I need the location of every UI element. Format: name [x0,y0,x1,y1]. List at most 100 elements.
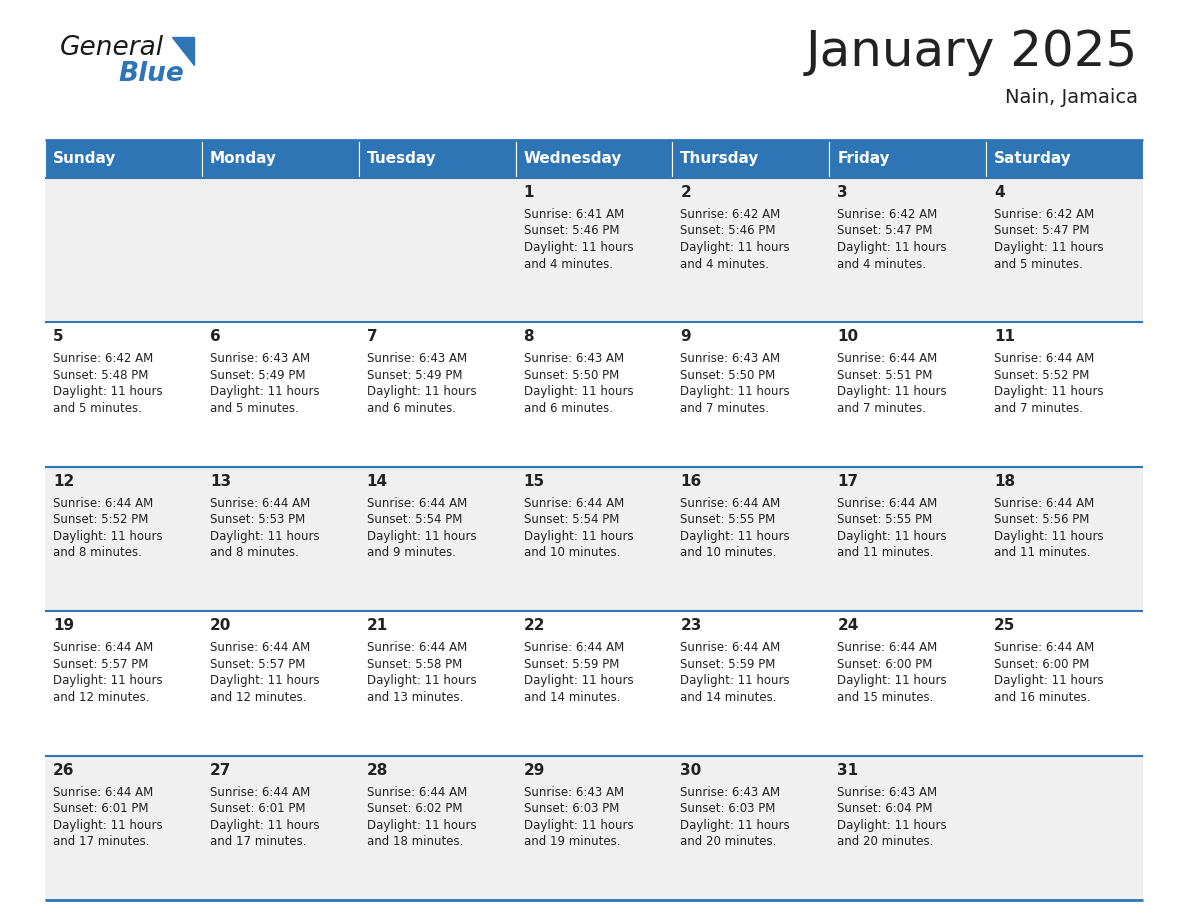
Text: Sunset: 5:49 PM: Sunset: 5:49 PM [210,369,305,382]
Text: and 10 minutes.: and 10 minutes. [524,546,620,559]
Text: 16: 16 [681,474,702,488]
Text: Sunrise: 6:44 AM: Sunrise: 6:44 AM [53,641,153,655]
Text: 13: 13 [210,474,230,488]
Text: Sunrise: 6:43 AM: Sunrise: 6:43 AM [524,353,624,365]
Bar [516,611,672,756]
Text: Daylight: 11 hours: Daylight: 11 hours [210,530,320,543]
Text: and 5 minutes.: and 5 minutes. [210,402,298,415]
Text: Sunset: 5:53 PM: Sunset: 5:53 PM [210,513,305,526]
Text: Sunrise: 6:44 AM: Sunrise: 6:44 AM [210,497,310,509]
Bar [359,322,516,466]
Bar [986,611,1143,756]
Text: Daylight: 11 hours: Daylight: 11 hours [524,674,633,688]
Text: Sunset: 5:54 PM: Sunset: 5:54 PM [524,513,619,526]
Bar [202,140,359,178]
Bar [672,140,829,178]
Text: and 11 minutes.: and 11 minutes. [994,546,1091,559]
Text: Daylight: 11 hours: Daylight: 11 hours [681,674,790,688]
Text: and 14 minutes.: and 14 minutes. [681,690,777,704]
Bar [516,466,672,611]
Text: Daylight: 11 hours: Daylight: 11 hours [838,819,947,832]
Text: Sunset: 6:03 PM: Sunset: 6:03 PM [524,802,619,815]
Text: Daylight: 11 hours: Daylight: 11 hours [53,530,163,543]
Text: Sunset: 5:58 PM: Sunset: 5:58 PM [367,657,462,671]
Text: Sunrise: 6:43 AM: Sunrise: 6:43 AM [524,786,624,799]
Text: and 7 minutes.: and 7 minutes. [838,402,927,415]
Text: and 4 minutes.: and 4 minutes. [838,258,927,271]
Text: 22: 22 [524,618,545,633]
Text: Sunrise: 6:42 AM: Sunrise: 6:42 AM [681,208,781,221]
Text: Sunset: 5:59 PM: Sunset: 5:59 PM [681,657,776,671]
Bar [45,140,202,178]
Text: and 4 minutes.: and 4 minutes. [681,258,770,271]
Bar [672,611,829,756]
Text: Daylight: 11 hours: Daylight: 11 hours [367,819,476,832]
Text: Sunrise: 6:44 AM: Sunrise: 6:44 AM [524,641,624,655]
Text: 19: 19 [53,618,74,633]
Text: Tuesday: Tuesday [367,151,436,166]
Text: Sunrise: 6:44 AM: Sunrise: 6:44 AM [367,497,467,509]
Text: Sunset: 5:52 PM: Sunset: 5:52 PM [53,513,148,526]
Bar [202,178,359,322]
Text: 10: 10 [838,330,859,344]
Text: Daylight: 11 hours: Daylight: 11 hours [367,530,476,543]
Bar [672,756,829,900]
Bar [45,756,202,900]
Bar [829,178,986,322]
Text: 21: 21 [367,618,388,633]
Bar [829,466,986,611]
Text: Sunrise: 6:43 AM: Sunrise: 6:43 AM [367,353,467,365]
Text: Sunset: 6:04 PM: Sunset: 6:04 PM [838,802,933,815]
Text: 29: 29 [524,763,545,778]
Text: Daylight: 11 hours: Daylight: 11 hours [524,241,633,254]
Text: Daylight: 11 hours: Daylight: 11 hours [53,674,163,688]
Text: Sunset: 5:55 PM: Sunset: 5:55 PM [681,513,776,526]
Text: 18: 18 [994,474,1016,488]
Text: Sunrise: 6:44 AM: Sunrise: 6:44 AM [524,497,624,509]
Text: Daylight: 11 hours: Daylight: 11 hours [367,674,476,688]
Text: Sunrise: 6:44 AM: Sunrise: 6:44 AM [367,641,467,655]
Text: Daylight: 11 hours: Daylight: 11 hours [681,386,790,398]
Bar [986,322,1143,466]
Text: Sunrise: 6:44 AM: Sunrise: 6:44 AM [210,641,310,655]
Text: Daylight: 11 hours: Daylight: 11 hours [838,241,947,254]
Text: and 14 minutes.: and 14 minutes. [524,690,620,704]
Bar [45,466,202,611]
Text: Daylight: 11 hours: Daylight: 11 hours [53,386,163,398]
Text: Sunset: 5:49 PM: Sunset: 5:49 PM [367,369,462,382]
Text: Sunset: 6:01 PM: Sunset: 6:01 PM [53,802,148,815]
Text: Sunset: 5:50 PM: Sunset: 5:50 PM [524,369,619,382]
Text: Daylight: 11 hours: Daylight: 11 hours [838,530,947,543]
Text: and 13 minutes.: and 13 minutes. [367,690,463,704]
Text: 7: 7 [367,330,378,344]
Text: Daylight: 11 hours: Daylight: 11 hours [838,386,947,398]
Text: and 20 minutes.: and 20 minutes. [838,835,934,848]
Text: Sunrise: 6:43 AM: Sunrise: 6:43 AM [210,353,310,365]
Text: Wednesday: Wednesday [524,151,621,166]
Text: and 12 minutes.: and 12 minutes. [210,690,307,704]
Text: 31: 31 [838,763,859,778]
Text: Daylight: 11 hours: Daylight: 11 hours [53,819,163,832]
Text: 1: 1 [524,185,535,200]
Text: Sunrise: 6:43 AM: Sunrise: 6:43 AM [681,786,781,799]
Bar [672,466,829,611]
Text: Sunset: 5:52 PM: Sunset: 5:52 PM [994,369,1089,382]
Bar [359,466,516,611]
Text: Sunrise: 6:44 AM: Sunrise: 6:44 AM [681,497,781,509]
Text: Sunrise: 6:42 AM: Sunrise: 6:42 AM [994,208,1094,221]
Bar [672,322,829,466]
Text: and 5 minutes.: and 5 minutes. [53,402,141,415]
Text: 9: 9 [681,330,691,344]
Bar [359,178,516,322]
Bar [516,322,672,466]
Bar [202,466,359,611]
Text: and 8 minutes.: and 8 minutes. [53,546,141,559]
Bar [829,140,986,178]
Text: 15: 15 [524,474,544,488]
Text: Daylight: 11 hours: Daylight: 11 hours [524,386,633,398]
Bar [45,611,202,756]
Text: Sunrise: 6:43 AM: Sunrise: 6:43 AM [838,786,937,799]
Text: and 20 minutes.: and 20 minutes. [681,835,777,848]
Text: Monday: Monday [210,151,277,166]
Text: and 10 minutes.: and 10 minutes. [681,546,777,559]
